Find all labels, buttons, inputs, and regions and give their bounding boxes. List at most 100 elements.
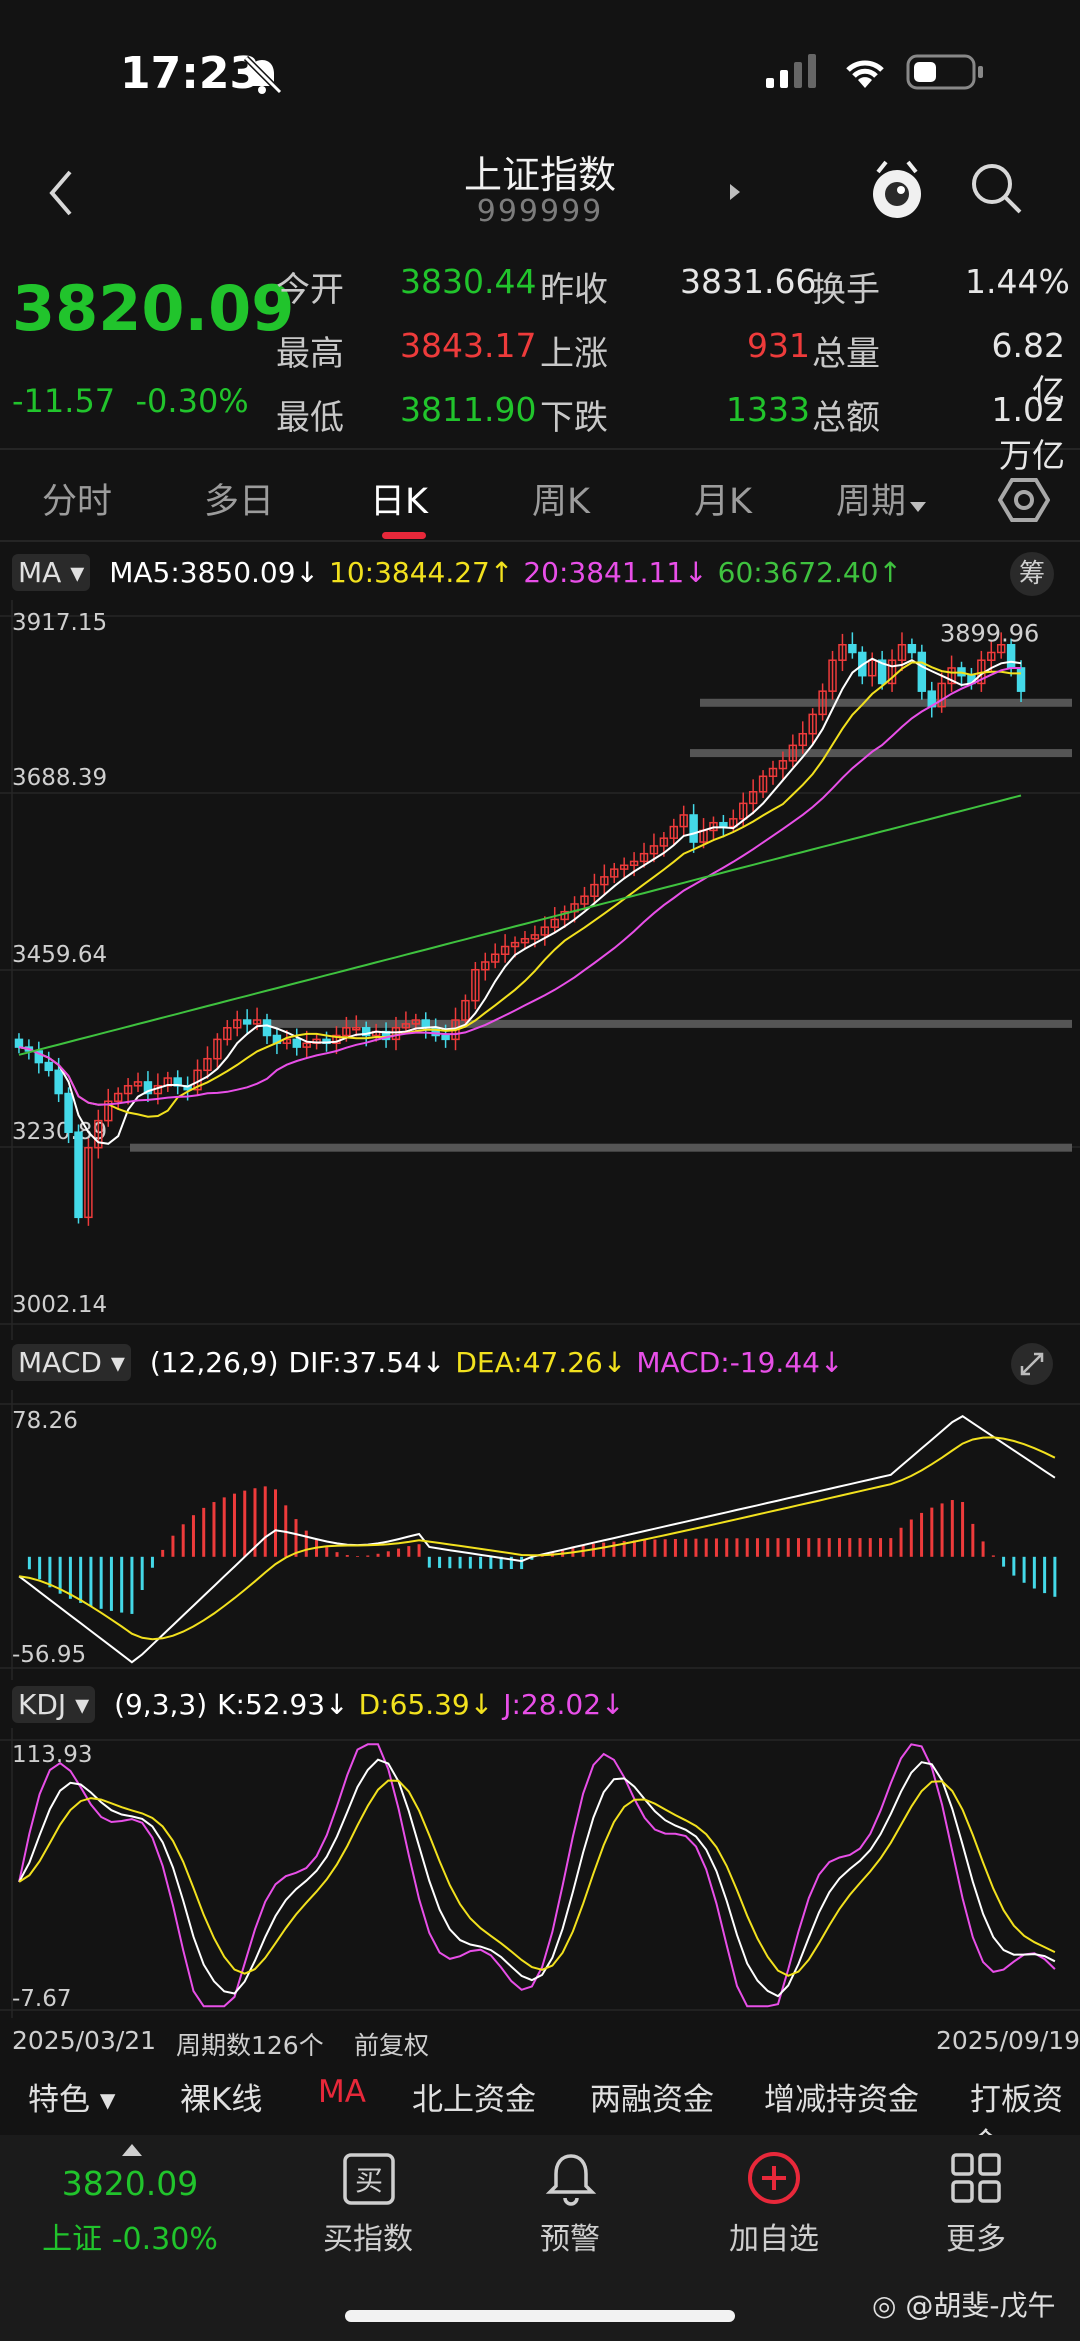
tab-0[interactable]: 分时: [42, 482, 113, 522]
tab-3[interactable]: 周K: [532, 482, 590, 522]
candle-body: [490, 953, 500, 963]
ma-indicator-bar: MA ▾ MA5:3850.09↓ 10:3844.27↑ 20:3841.11↓ 6…: [12, 554, 902, 591]
support-line: [270, 1019, 1072, 1028]
quote-value: 3843.17: [400, 326, 537, 365]
chip-distribution-button[interactable]: 筹: [1010, 552, 1054, 596]
bottom-nav-1[interactable]: 预警: [540, 2222, 600, 2257]
macd-selector[interactable]: MACD ▾: [12, 1344, 131, 1381]
macd-selector-label: MACD: [18, 1346, 102, 1379]
support-line: [690, 749, 1072, 758]
candle-body: [600, 876, 609, 886]
candle-body: [342, 1027, 351, 1037]
candle-body: [262, 1019, 272, 1037]
expand-icon[interactable]: [1010, 1342, 1054, 1386]
tag-3[interactable]: 北上资金: [412, 2082, 536, 2118]
candle-body: [421, 1019, 430, 1029]
search-icon[interactable]: [968, 160, 1024, 216]
high-annotation: 3899.96: [940, 619, 1039, 647]
candlestick-chart[interactable]: 3917.15 3688.39 3459.64 3230.89 3002.14 3899.…: [0, 600, 1080, 1340]
candle-body: [143, 1081, 153, 1095]
candle-body: [729, 818, 738, 828]
candle-body: [94, 1119, 103, 1149]
buy-icon: 买: [343, 2153, 395, 2205]
candle-body: [629, 860, 639, 867]
candle-body: [649, 845, 659, 855]
quote-value: 1.02万亿: [991, 390, 1065, 475]
bottom-nav-0[interactable]: 买指数: [323, 2222, 413, 2257]
macd-chart[interactable]: 78.26 -56.95: [0, 1390, 1080, 1680]
settings-icon[interactable]: [998, 474, 1050, 526]
candle-body: [947, 667, 956, 685]
indicator-value: D:65.39↓: [358, 1688, 494, 1721]
ma-values: MA5:3850.09↓ 10:3844.27↑ 20:3841.11↓ 60:367…: [99, 556, 902, 589]
tag-4[interactable]: 两融资金: [590, 2082, 714, 2118]
candle-body: [113, 1092, 123, 1103]
end-date: 2025/09/19: [936, 2026, 1080, 2055]
next-index-icon[interactable]: [728, 182, 742, 202]
y-tick-label: 3002.14: [12, 1292, 107, 1318]
y-tick-label: -56.95: [12, 1642, 86, 1668]
start-date: 2025/03/21: [12, 2026, 157, 2055]
candle-body: [481, 961, 490, 971]
y-tick-label: 3917.15: [12, 610, 107, 636]
bottom-nav-2[interactable]: 加自选: [729, 2222, 819, 2257]
quote-label: 上涨: [540, 334, 608, 374]
tab-5[interactable]: 周期: [836, 482, 907, 522]
kdj-chart[interactable]: 113.93 -7.67: [0, 1728, 1080, 2018]
bottom-index-label[interactable]: 上证 -0.30%: [42, 2222, 218, 2257]
mascot-icon[interactable]: [868, 158, 926, 222]
y-tick-label: 3459.64: [12, 942, 107, 968]
candle-body: [54, 1069, 63, 1095]
bottom-price[interactable]: 3820.09: [61, 2164, 199, 2203]
tab-2[interactable]: 日K: [370, 482, 428, 522]
candle-body: [123, 1085, 133, 1095]
tab-4[interactable]: 月K: [694, 482, 752, 522]
indicator-value: 60:3672.40↑: [717, 556, 902, 589]
bottom-nav-3[interactable]: 更多: [946, 2222, 1006, 2257]
ma-selector[interactable]: MA ▾: [12, 554, 91, 591]
quote-label: 最低: [276, 398, 344, 438]
page-title: 上证指数: [463, 153, 616, 197]
candle-body: [758, 775, 768, 793]
candle-body: [500, 945, 510, 956]
support-line: [130, 1143, 1072, 1152]
indicator-value: (9,3,3): [114, 1688, 208, 1721]
y-tick-label: 78.26: [12, 1408, 78, 1434]
candle-body: [590, 883, 599, 897]
candle-body: [352, 1027, 361, 1031]
kdj-selector[interactable]: KDJ ▾: [12, 1686, 96, 1723]
battery-icon: [906, 54, 983, 90]
candle-body: [411, 1019, 421, 1025]
indicator-value: (12,26,9): [149, 1346, 279, 1379]
candle-body: [223, 1027, 232, 1041]
candle-body: [739, 802, 748, 820]
tag-5[interactable]: 增减持资金: [764, 2082, 919, 2118]
tag-0[interactable]: 特色 ▾: [28, 2082, 116, 2118]
quote-panel: [0, 248, 1080, 450]
top-nav: [0, 140, 1080, 245]
candle-body: [213, 1038, 222, 1060]
indicator-value: 10:3844.27↑: [329, 556, 514, 589]
chevron-down-icon: [910, 502, 926, 512]
y-tick-label: 3230.89: [12, 1119, 107, 1145]
quote-label: 昨收: [540, 270, 608, 310]
candle-body: [441, 1034, 450, 1041]
dif-line: [18, 1415, 1056, 1664]
index-code: 999999: [476, 194, 604, 229]
candle-body: [778, 760, 788, 770]
indicator-value: MA5:3850.09↓: [109, 556, 319, 589]
more-grid-icon: [951, 2153, 1001, 2203]
home-indicator[interactable]: [345, 2310, 735, 2322]
tab-1[interactable]: 多日: [204, 482, 275, 522]
tag-2[interactable]: MA: [318, 2074, 366, 2110]
tag-1[interactable]: 裸K线: [180, 2082, 263, 2118]
candle-body: [828, 659, 837, 692]
quote-value: 1333: [726, 390, 810, 429]
watermark: ◎ @胡斐-戊午: [872, 2284, 1055, 2324]
indicator-value: MACD:-19.44↓: [636, 1346, 844, 1379]
back-icon[interactable]: [46, 168, 76, 218]
adjust-mode[interactable]: 前复权: [354, 2031, 430, 2060]
candle-body: [74, 1131, 83, 1219]
candle-body: [798, 732, 807, 747]
quote-label: 总量: [812, 334, 880, 374]
